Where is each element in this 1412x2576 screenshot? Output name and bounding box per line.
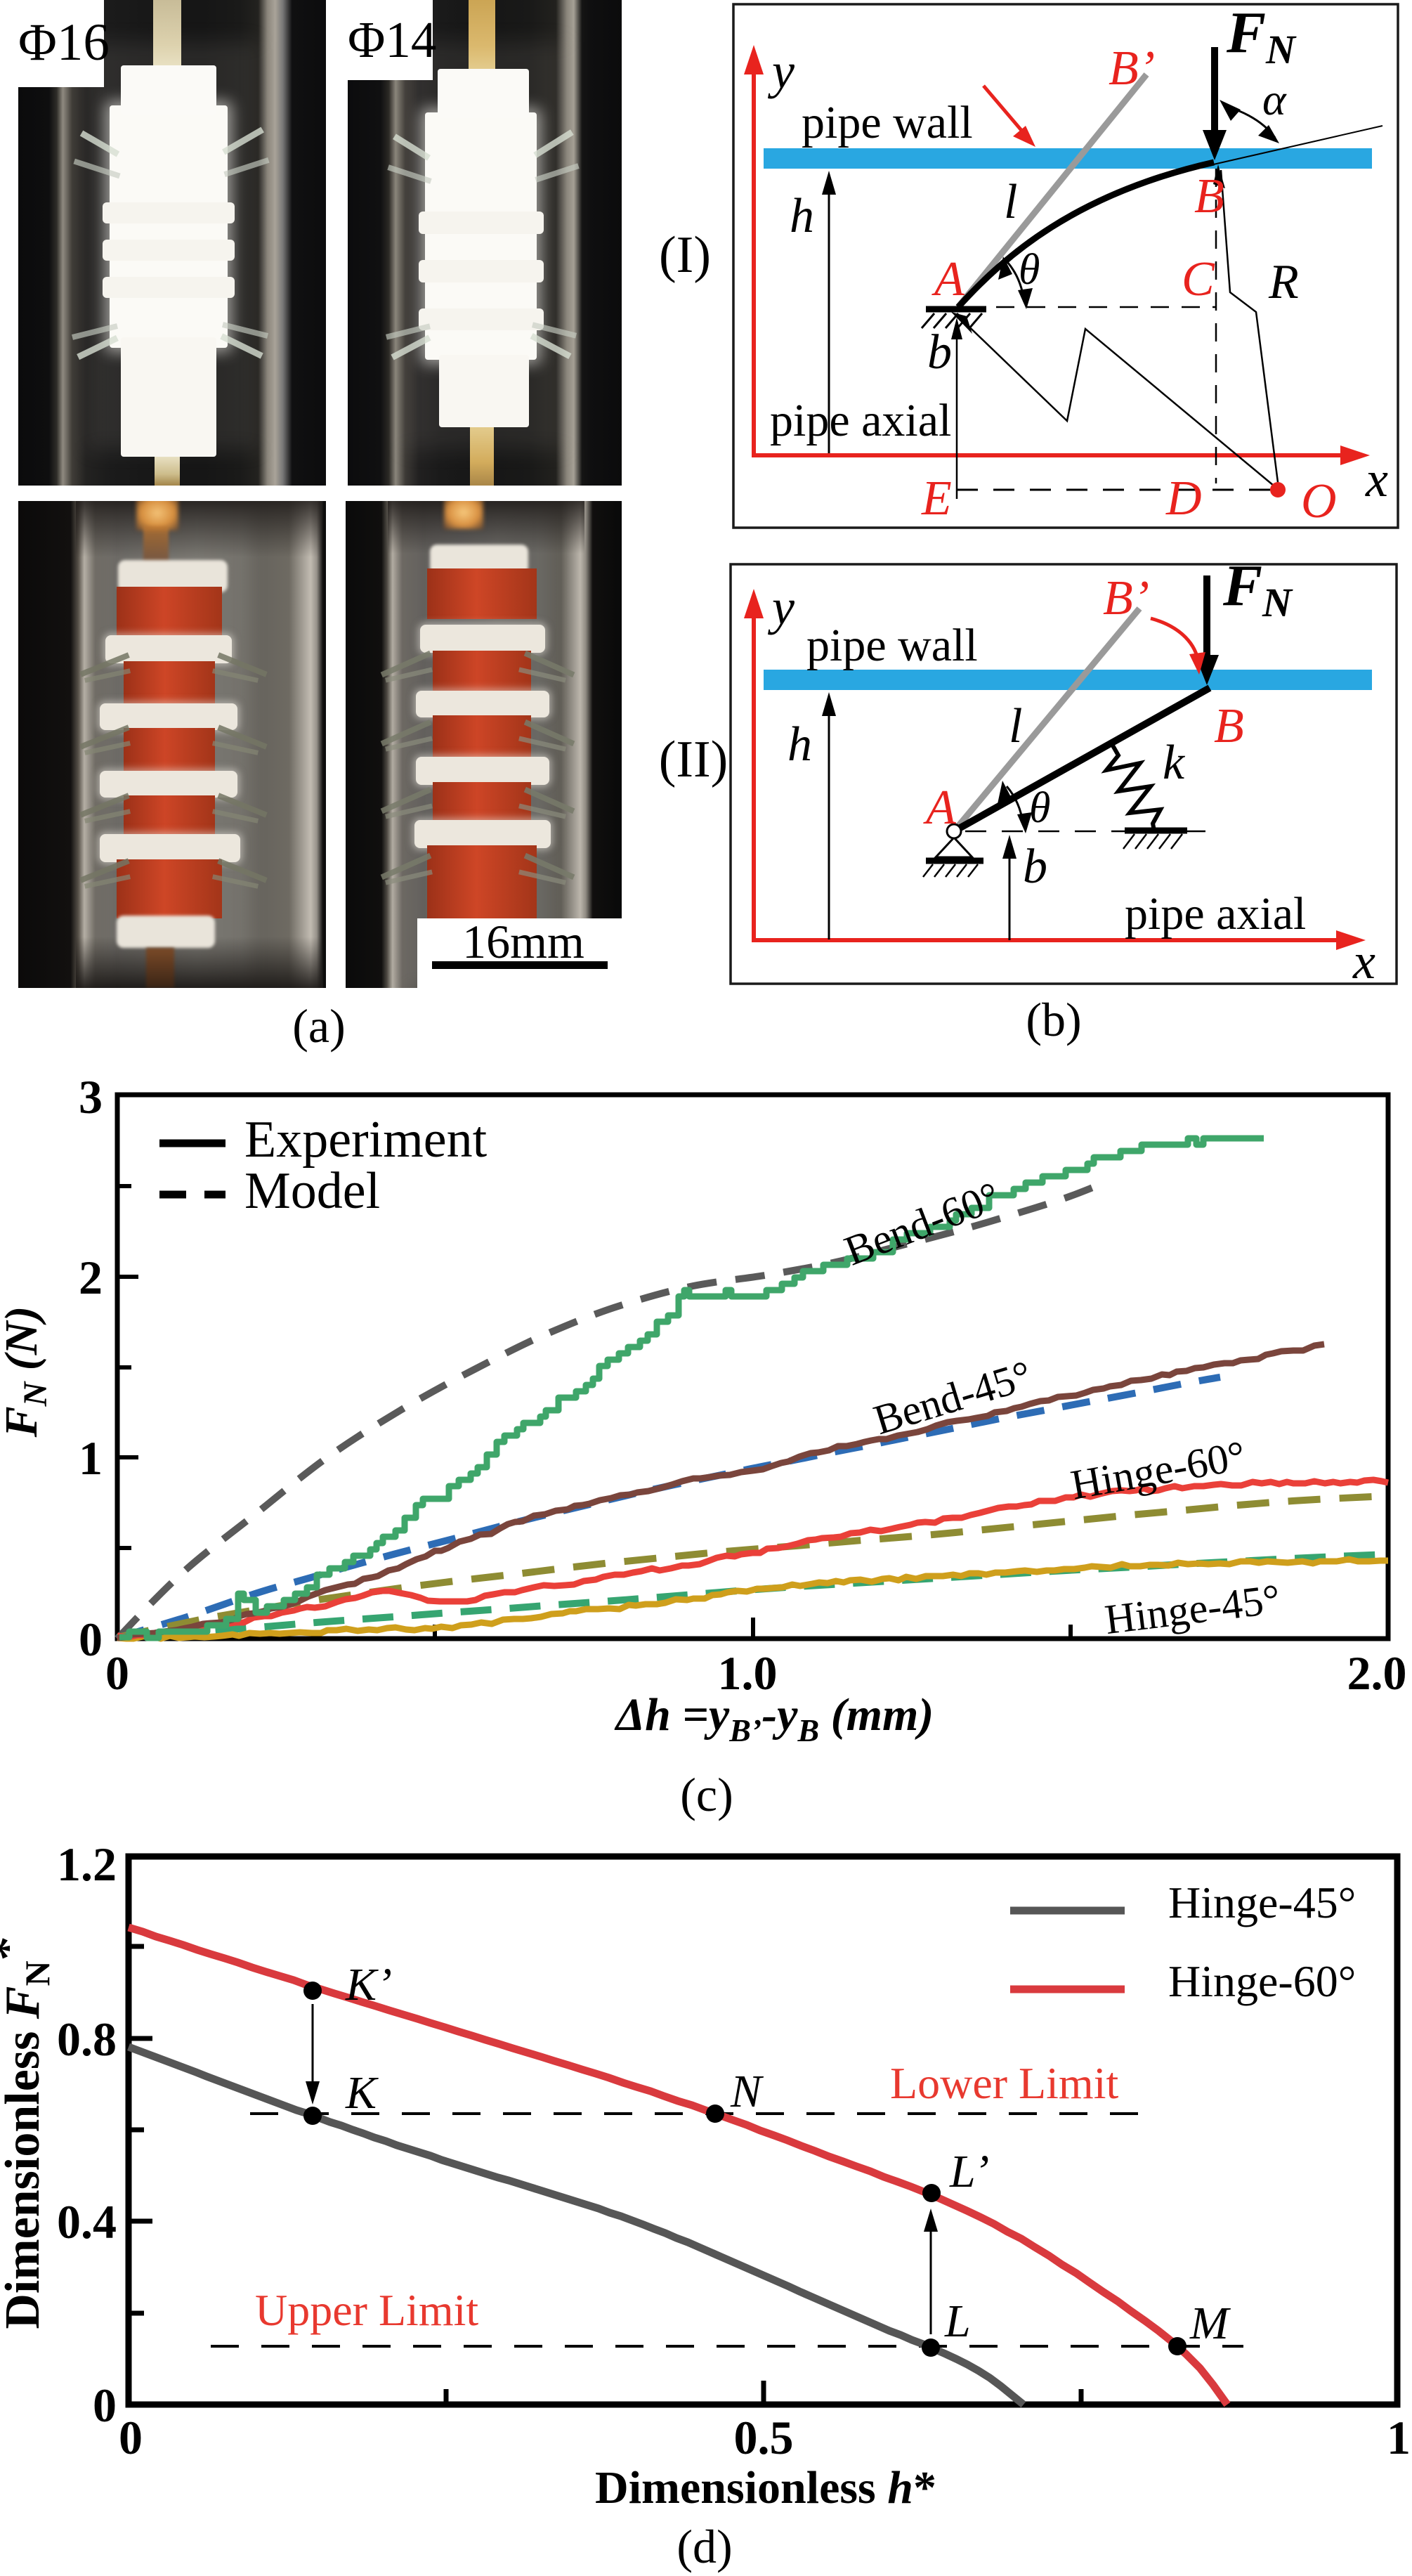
svg-text:α: α	[1262, 74, 1287, 124]
svg-text:Lower Limit: Lower Limit	[890, 2058, 1118, 2108]
svg-text:O: O	[1301, 474, 1337, 528]
svg-text:1.0: 1.0	[718, 1646, 778, 1700]
svg-text:y: y	[767, 43, 795, 99]
svg-text:Hinge-60°: Hinge-60°	[1168, 1956, 1356, 2006]
svg-text:b: b	[1023, 840, 1047, 894]
svg-text:L: L	[944, 2296, 971, 2347]
svg-text:Bend-60°: Bend-60°	[838, 1173, 1006, 1274]
svg-text:1: 1	[79, 1431, 103, 1485]
svg-text:FN: FN	[1222, 553, 1293, 625]
svg-text:2.0: 2.0	[1347, 1646, 1407, 1700]
svg-text:B: B	[1214, 699, 1244, 753]
svg-text:D: D	[1165, 471, 1202, 526]
svg-text:E: E	[921, 471, 952, 526]
svg-text:B: B	[1194, 169, 1224, 223]
svg-text:B’: B’	[1109, 41, 1155, 96]
svg-text:θ: θ	[1019, 246, 1040, 294]
svg-text:Δh =yB’-yB (mm): Δh =yB’-yB (mm)	[614, 1689, 934, 1748]
svg-text:3: 3	[79, 1070, 103, 1124]
svg-text:Dimensionless h*: Dimensionless h*	[595, 2462, 936, 2513]
svg-text:0.4: 0.4	[57, 2195, 117, 2249]
svg-text:16mm: 16mm	[462, 915, 584, 968]
svg-text:pipe axial: pipe axial	[770, 395, 951, 446]
svg-text:2: 2	[79, 1251, 103, 1304]
svg-text:pipe wall: pipe wall	[802, 97, 973, 148]
svg-text:K: K	[345, 2067, 379, 2119]
svg-text:pipe wall: pipe wall	[806, 620, 978, 671]
svg-text:(II): (II)	[659, 731, 728, 788]
svg-text:(d): (d)	[676, 2520, 732, 2573]
svg-text:0.8: 0.8	[57, 2012, 117, 2066]
svg-text:θ: θ	[1029, 784, 1050, 832]
svg-text:Φ14: Φ14	[348, 11, 436, 68]
svg-text:C: C	[1182, 252, 1215, 306]
svg-text:l: l	[1009, 699, 1022, 753]
svg-text:(a): (a)	[292, 999, 345, 1053]
svg-text:B’: B’	[1103, 571, 1149, 625]
svg-text:N: N	[730, 2066, 764, 2117]
svg-text:A: A	[923, 781, 956, 835]
svg-text:1.2: 1.2	[57, 1837, 117, 1891]
svg-text:h: h	[787, 717, 812, 772]
svg-text:k: k	[1163, 736, 1186, 790]
svg-text:y: y	[767, 579, 795, 635]
svg-text:Dimensionless FN*: Dimensionless FN*	[0, 1936, 57, 2329]
svg-text:(b): (b)	[1026, 993, 1081, 1046]
svg-text:Upper Limit: Upper Limit	[255, 2285, 478, 2335]
svg-text:pipe axial: pipe axial	[1125, 888, 1306, 939]
svg-text:A: A	[931, 252, 965, 306]
svg-text:l: l	[1004, 175, 1017, 229]
svg-text:1: 1	[1387, 2411, 1411, 2464]
svg-text:Hinge-45°: Hinge-45°	[1102, 1575, 1283, 1643]
svg-text:x: x	[1365, 451, 1388, 507]
svg-text:(I): (I)	[659, 226, 711, 284]
svg-text:x: x	[1352, 933, 1375, 989]
svg-text:R: R	[1268, 255, 1299, 309]
svg-text:Φ16: Φ16	[18, 13, 110, 72]
svg-text:0: 0	[93, 2379, 117, 2432]
svg-text:Hinge-60°: Hinge-60°	[1067, 1432, 1248, 1509]
svg-text:h: h	[790, 189, 814, 243]
svg-text:FN (N): FN (N)	[0, 1306, 54, 1438]
svg-text:0: 0	[105, 1646, 129, 1700]
svg-text:L’: L’	[949, 2146, 989, 2197]
svg-text:M: M	[1189, 2298, 1231, 2349]
svg-text:K’: K’	[345, 1959, 392, 2010]
svg-text:Experiment: Experiment	[244, 1111, 488, 1169]
svg-text:0.5: 0.5	[734, 2411, 794, 2464]
svg-text:(c): (c)	[680, 1768, 733, 1821]
svg-text:0: 0	[119, 2411, 143, 2464]
svg-text:b: b	[927, 325, 952, 379]
svg-text:Model: Model	[244, 1162, 380, 1220]
svg-text:Hinge-45°: Hinge-45°	[1168, 1878, 1356, 1927]
svg-text:0: 0	[79, 1613, 103, 1666]
